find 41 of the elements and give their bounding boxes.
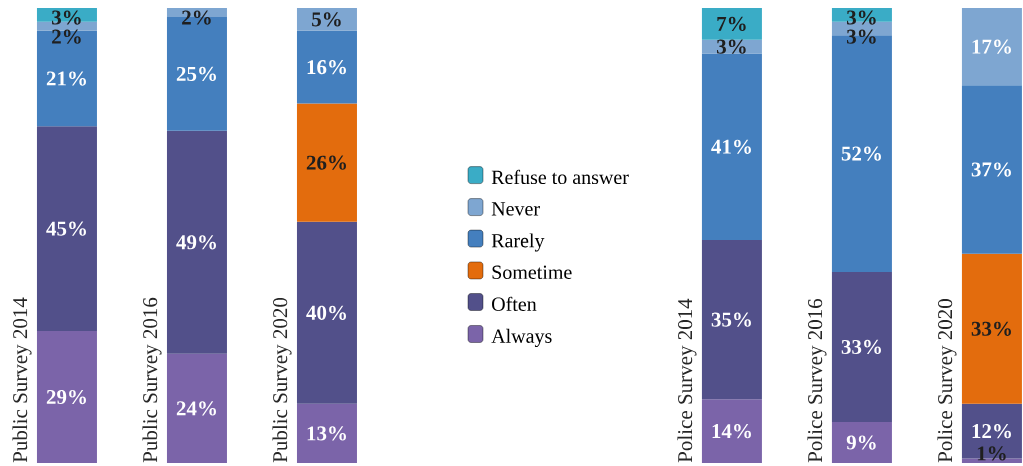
data-label: 21% — [46, 71, 86, 86]
x-tick-label: Public Survey 2016 — [142, 297, 162, 463]
x-tick-label: Public Survey 2014 — [12, 297, 32, 463]
legend-label: Often — [492, 296, 537, 312]
data-label: 13% — [307, 426, 346, 441]
data-label: 3% — [846, 29, 876, 44]
data-label: 9% — [846, 435, 876, 450]
data-label: 33% — [841, 339, 881, 355]
legend-label: Never — [491, 202, 540, 216]
data-label: 2% — [52, 29, 81, 44]
data-label: 12% — [972, 424, 1011, 439]
data-label: 24% — [176, 401, 216, 416]
data-label: 45% — [46, 221, 86, 236]
data-label: 33% — [971, 321, 1011, 336]
data-label: 1% — [977, 446, 1006, 461]
x-tick-label: Police Survey 2014 — [677, 298, 697, 463]
legend-label: Rarely — [491, 233, 545, 252]
legend-label: Refuse to answer — [491, 169, 629, 185]
x-tick-label: Public Survey 2020 — [272, 297, 292, 463]
data-label: 37% — [971, 162, 1011, 177]
data-label: 3% — [846, 10, 876, 25]
data-label: 17% — [972, 39, 1011, 54]
data-label: 40% — [306, 305, 346, 320]
legend-label: Sometime — [492, 265, 572, 280]
data-label: 3% — [716, 39, 746, 54]
data-label: 7% — [717, 16, 746, 32]
data-label: 29% — [46, 389, 86, 405]
x-tick-label: Police Survey 2016 — [807, 298, 827, 463]
data-label: 5% — [312, 12, 341, 27]
data-label: 41% — [711, 139, 751, 154]
data-label: 25% — [176, 66, 216, 82]
data-label: 52% — [841, 146, 881, 161]
data-label: 2% — [182, 10, 211, 25]
data-label: 16% — [307, 60, 346, 75]
data-label: 49% — [176, 235, 216, 250]
data-label: 3% — [52, 10, 81, 25]
data-label: 35% — [711, 312, 751, 327]
data-label: 14% — [712, 424, 751, 439]
legend-label: Always — [491, 328, 552, 347]
x-tick-label: Police Survey 2020 — [937, 299, 957, 463]
data-label: 26% — [306, 155, 346, 170]
